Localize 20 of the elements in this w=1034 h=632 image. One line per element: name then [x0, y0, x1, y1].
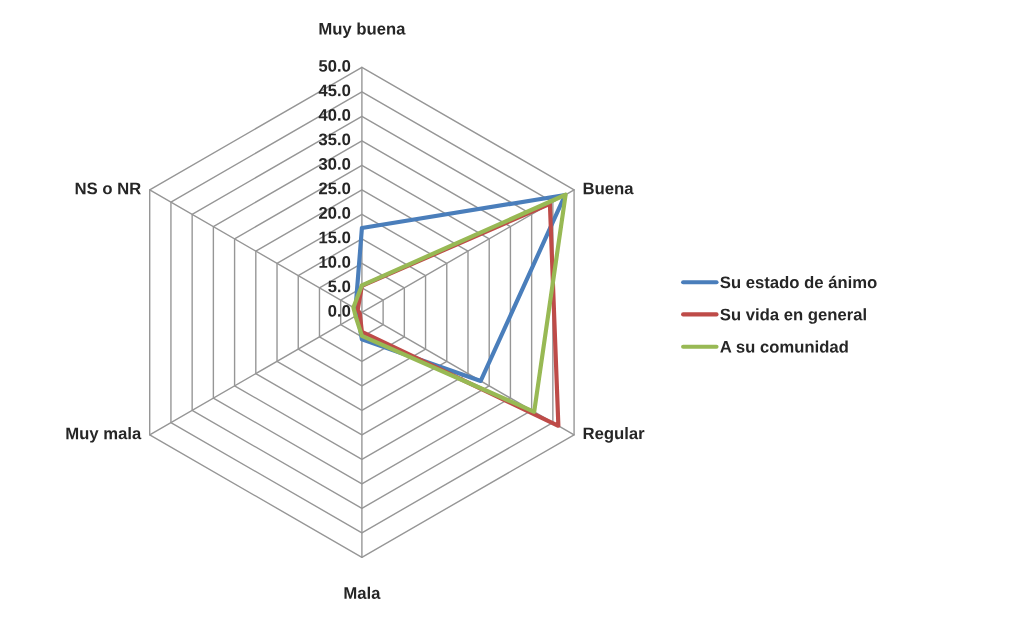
y-tick-label: 0.0 — [328, 305, 351, 317]
y-tick-label: 40.0 — [318, 108, 351, 121]
y-tick-label: 25.0 — [319, 182, 351, 195]
y-tick-label: 10.0 — [319, 256, 351, 268]
legend-label: Su vida en general — [720, 308, 866, 324]
y-tick-label: 45.0 — [318, 84, 351, 97]
legend-label: A su comunidad — [720, 340, 848, 353]
y-tick-label: 30.0 — [318, 157, 351, 170]
y-tick-label: 15.0 — [319, 231, 351, 244]
spoke-label: Regular — [583, 427, 645, 443]
spoke-label: Muy buena — [319, 22, 406, 38]
spoke-label: Buena — [583, 182, 634, 195]
spoke-label: NS o NR — [75, 182, 141, 195]
y-tick-label: 20.0 — [319, 207, 351, 219]
y-tick-label: 5.0 — [328, 280, 351, 293]
legend-label: Su estado de ánimo — [720, 275, 877, 289]
spoke-label: Muy mala — [66, 427, 142, 443]
y-tick-label: 50.0 — [318, 59, 351, 72]
y-tick-label: 35.0 — [318, 133, 351, 146]
spoke-label: Mala — [344, 586, 381, 599]
